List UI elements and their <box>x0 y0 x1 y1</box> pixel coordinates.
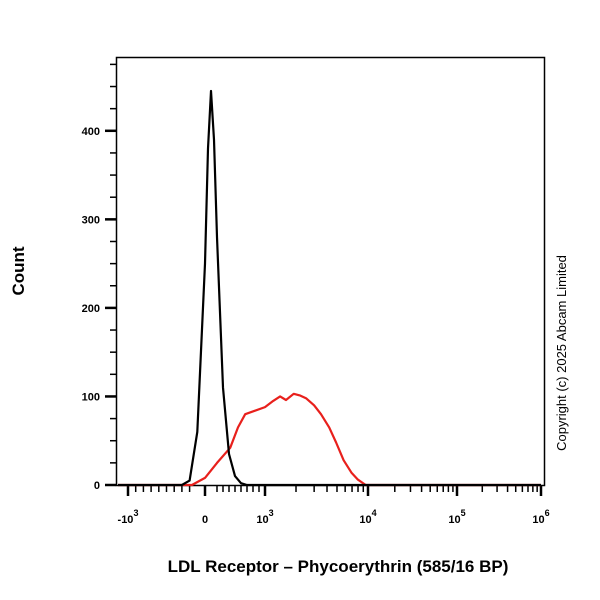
copyright-text: Copyright (c) 2025 Abcam Limited <box>554 255 569 451</box>
x-axis-title: LDL Receptor – Phycoerythrin (585/16 BP) <box>168 557 509 576</box>
x-tick-label: 106 <box>532 508 549 526</box>
y-tick-label: 300 <box>82 214 100 226</box>
control-histogram-line <box>118 89 541 487</box>
series-group <box>118 89 541 487</box>
x-tick-label: 105 <box>448 508 465 526</box>
plot-frame <box>115 56 546 487</box>
x-axis: -103 0 103 104 105 106 <box>118 486 550 526</box>
y-tick-label: 0 <box>94 480 100 492</box>
x-tick-label: -103 <box>118 508 139 526</box>
stained-histogram-line <box>118 392 541 487</box>
x-tick-label: 0 <box>202 514 208 526</box>
y-tick-label: 400 <box>82 126 100 138</box>
x-tick-label: 104 <box>359 508 376 526</box>
y-tick-label: 100 <box>82 391 100 403</box>
y-axis: 0 100 200 300 400 <box>82 63 116 492</box>
x-tick-label: 103 <box>256 508 273 526</box>
y-axis-title: Count <box>9 246 28 295</box>
y-tick-label: 200 <box>82 303 100 315</box>
